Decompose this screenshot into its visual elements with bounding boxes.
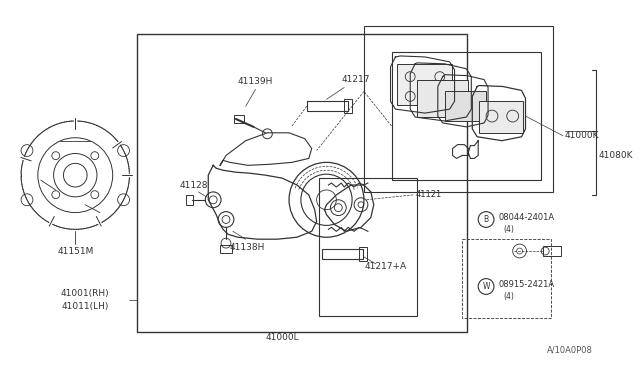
Text: (4): (4) bbox=[504, 292, 515, 301]
Text: 41011(LH): 41011(LH) bbox=[61, 302, 109, 311]
Text: 08044-2401A: 08044-2401A bbox=[499, 213, 555, 222]
Bar bbox=[307, 101, 348, 111]
Bar bbox=[543, 246, 561, 256]
Text: 41138H: 41138H bbox=[230, 243, 266, 251]
Bar bbox=[234, 115, 244, 123]
Bar bbox=[417, 80, 468, 117]
Text: 41121: 41121 bbox=[415, 190, 442, 199]
Text: 41217: 41217 bbox=[342, 75, 371, 84]
Text: 08915-2421A: 08915-2421A bbox=[499, 280, 555, 289]
Bar bbox=[445, 92, 486, 121]
Bar bbox=[220, 245, 232, 253]
Text: B: B bbox=[484, 215, 489, 224]
Bar bbox=[392, 52, 541, 180]
Bar bbox=[321, 249, 363, 259]
Bar bbox=[138, 34, 467, 332]
Text: 41217+A: 41217+A bbox=[365, 262, 406, 271]
Bar bbox=[186, 195, 193, 205]
Text: (4): (4) bbox=[504, 225, 515, 234]
Text: 41001(RH): 41001(RH) bbox=[61, 289, 109, 298]
Bar bbox=[319, 178, 417, 316]
Text: 41128: 41128 bbox=[179, 180, 208, 189]
Bar bbox=[479, 101, 522, 133]
Text: 41000L: 41000L bbox=[266, 333, 299, 342]
Bar bbox=[344, 99, 352, 113]
Bar bbox=[364, 26, 553, 192]
Text: 41080K: 41080K bbox=[598, 151, 633, 160]
Text: 41000K: 41000K bbox=[565, 131, 600, 140]
Text: 41139H: 41139H bbox=[238, 77, 273, 86]
Bar bbox=[397, 64, 452, 105]
Text: A/10A0P08: A/10A0P08 bbox=[547, 345, 593, 354]
Text: 41151M: 41151M bbox=[57, 247, 93, 256]
Bar bbox=[359, 247, 367, 261]
Bar bbox=[463, 239, 551, 318]
Text: W: W bbox=[483, 282, 490, 291]
